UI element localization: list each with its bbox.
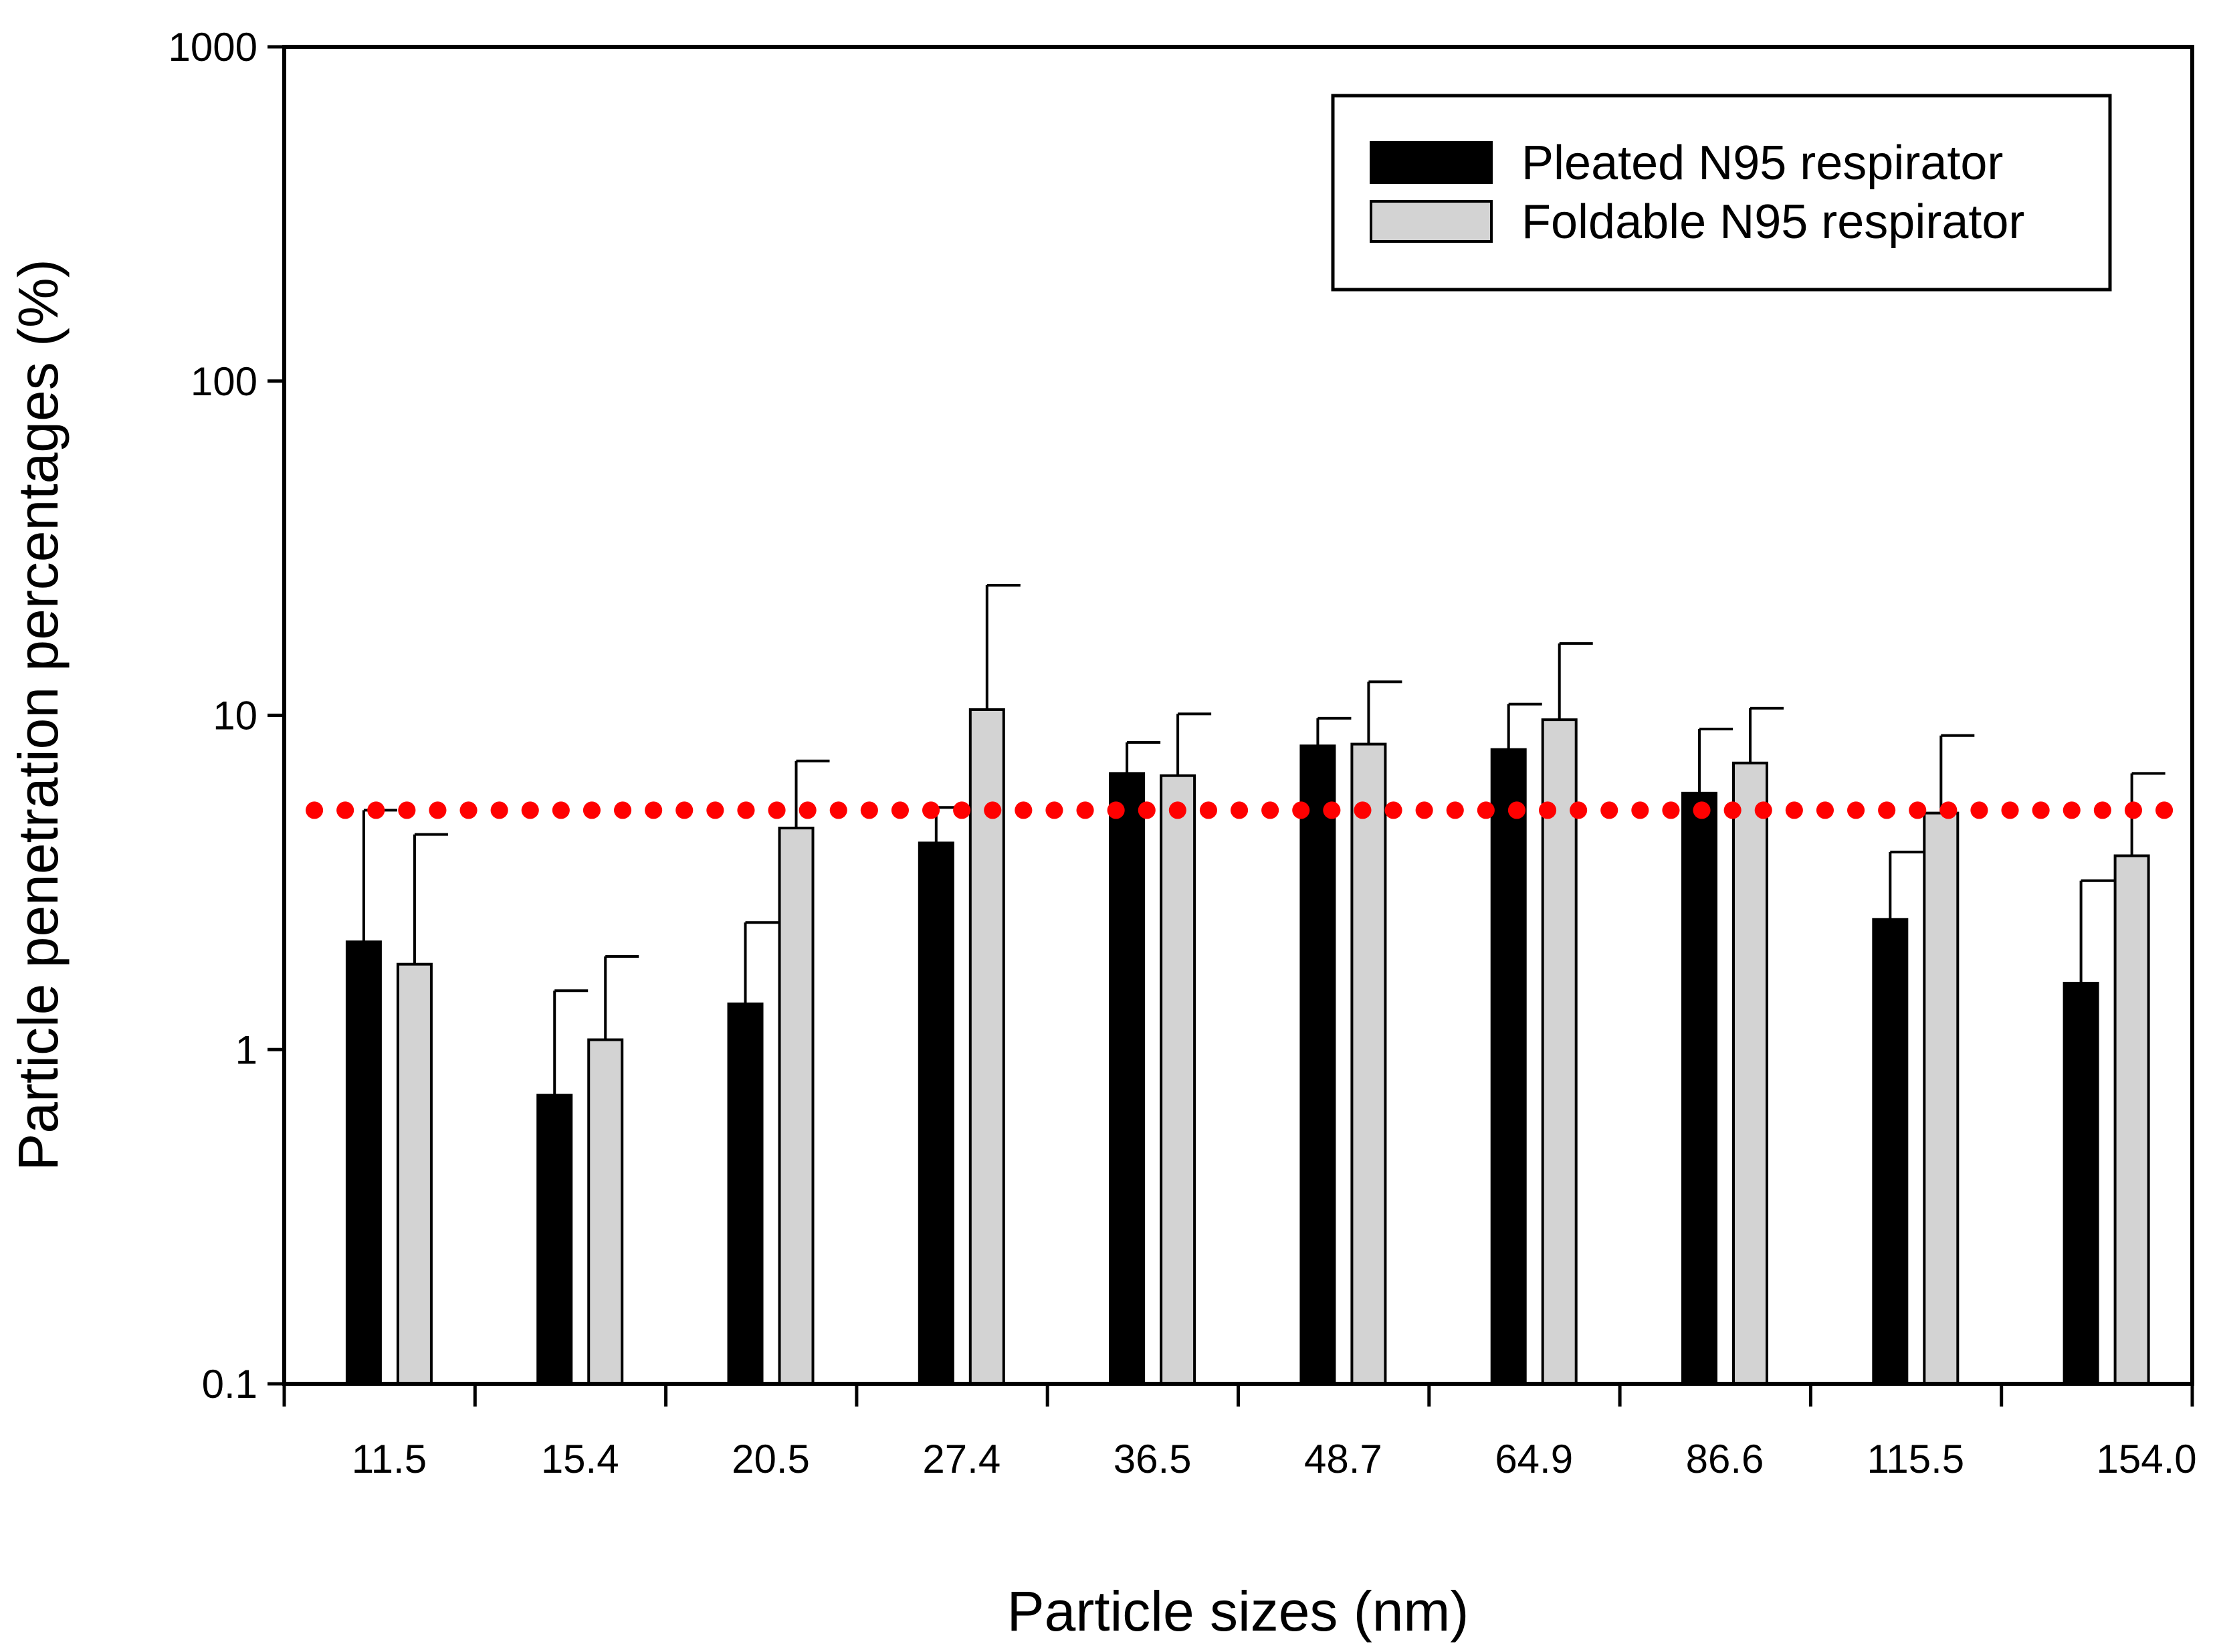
x-tick-label: 154.0: [2097, 1437, 2197, 1481]
bar-pleated: [1681, 791, 1718, 1386]
x-tick-label: 36.5: [1114, 1437, 1192, 1481]
y-tick-label: 0.1: [202, 1362, 257, 1407]
x-tick-label: 86.6: [1686, 1437, 1764, 1481]
y-tick-label: 1: [235, 1027, 257, 1072]
y-tick-label: 1000: [169, 25, 257, 70]
y-tick-label: 100: [191, 359, 257, 404]
x-tick-label: 11.5: [352, 1437, 427, 1481]
bar-pleated: [1109, 772, 1146, 1385]
legend-label-foldable: Foldable N95 respirator: [1521, 195, 2024, 249]
error-bars-layer: [362, 584, 2166, 1096]
x-tick-label: 20.5: [732, 1437, 810, 1481]
bar-pleated: [2063, 981, 2099, 1385]
y-axis-title: Particle penetration percentages (%): [7, 259, 70, 1170]
bar-foldable: [1350, 742, 1387, 1385]
bar-foldable: [587, 1038, 624, 1385]
legend: Pleated N95 respirator Foldable N95 resp…: [1331, 94, 2112, 292]
bar-pleated: [918, 841, 954, 1385]
bar-pleated: [345, 940, 382, 1386]
x-tick-label: 115.5: [1867, 1437, 1964, 1481]
bars-layer: [345, 708, 2150, 1386]
x-tick-label: 27.4: [922, 1437, 1000, 1481]
bar-pleated: [536, 1094, 573, 1386]
bar-pleated: [1872, 918, 1909, 1386]
legend-swatch-foldable: [1370, 200, 1493, 243]
bar-foldable: [2113, 854, 2150, 1385]
x-tick-label: 15.4: [541, 1437, 619, 1481]
bar-pleated: [1490, 748, 1527, 1385]
legend-frame: [1331, 94, 2112, 292]
bar-foldable: [1732, 761, 1769, 1385]
x-axis: 11.5 15.4 20.5 27.4 36.5 48.7 64.9 86.6 115.5 154…: [282, 1384, 2197, 1481]
x-tick-label: 64.9: [1495, 1437, 1573, 1481]
bar-pleated: [1299, 744, 1336, 1385]
bar-foldable: [1923, 811, 1960, 1386]
x-tick-label: 48.7: [1304, 1437, 1382, 1481]
bar-foldable: [968, 708, 1005, 1385]
x-axis-title: Particle sizes (nm): [1007, 1580, 1469, 1643]
bar-pleated: [727, 1002, 764, 1386]
y-axis: 0.1 1 10 100 1000: [169, 25, 284, 1407]
legend-swatch-pleated: [1370, 141, 1493, 184]
y-tick-label: 10: [213, 694, 257, 738]
bar-foldable: [396, 962, 433, 1386]
bar-foldable: [1541, 718, 1578, 1385]
bar-foldable: [778, 827, 815, 1385]
bar-foldable: [1160, 774, 1196, 1385]
legend-label-pleated: Pleated N95 respirator: [1521, 136, 2003, 190]
